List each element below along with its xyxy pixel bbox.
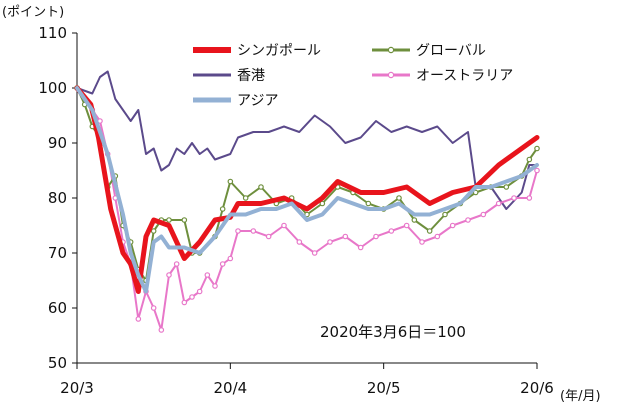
series-point xyxy=(342,233,349,240)
legend-label: オーストラリア xyxy=(416,68,513,84)
series-point xyxy=(219,206,226,212)
series-point xyxy=(250,228,257,234)
legend-label: 香港 xyxy=(237,68,265,84)
series-point xyxy=(181,217,188,223)
series-line-アジア xyxy=(75,86,539,294)
series-point xyxy=(181,299,188,306)
series-point xyxy=(480,211,487,218)
series-point xyxy=(526,156,533,163)
series-point xyxy=(357,244,364,251)
series-point xyxy=(150,305,157,311)
series-point xyxy=(189,294,195,300)
series-point xyxy=(135,316,142,322)
x-tick-label: 20/3 xyxy=(60,379,94,397)
series-point xyxy=(158,327,165,333)
series-point xyxy=(434,233,441,240)
series-point xyxy=(173,261,180,267)
x-tick-label: 20/6 xyxy=(520,379,554,397)
y-tick-label: 100 xyxy=(38,79,67,97)
series-line-香港 xyxy=(76,70,538,210)
series-point xyxy=(388,228,395,234)
series-point xyxy=(442,211,448,218)
y-tick-label: 60 xyxy=(48,299,67,317)
legend-marker xyxy=(387,46,395,54)
series-point xyxy=(449,222,456,229)
series-point xyxy=(166,217,172,223)
y-tick-label: 70 xyxy=(48,244,67,262)
y-tick-label: 110 xyxy=(38,24,67,42)
x-unit-label: (年/月) xyxy=(560,389,601,404)
y-tick-label: 50 xyxy=(48,354,67,372)
series-point xyxy=(426,228,433,234)
series-point xyxy=(465,217,471,223)
legend-label: シンガポール xyxy=(237,43,321,59)
x-axis: 20/3 20/4 20/5 20/6 xyxy=(60,362,554,397)
series-point xyxy=(411,217,418,223)
series-point xyxy=(534,145,540,152)
series-point xyxy=(212,283,218,289)
series-point xyxy=(534,167,540,174)
series-point xyxy=(150,228,157,234)
series-point xyxy=(495,200,502,207)
series-point xyxy=(311,250,318,256)
y-tick-label: 90 xyxy=(48,134,67,152)
series-point xyxy=(204,272,211,278)
y-tick-label: 80 xyxy=(48,189,67,207)
series-point xyxy=(419,239,425,245)
legend-label: グローバル xyxy=(416,43,486,59)
plot-lines xyxy=(74,70,540,333)
y-axis: 50 60 70 80 90 100 110 xyxy=(38,24,78,372)
y-unit-label: (ポイント) xyxy=(2,5,64,20)
series-point xyxy=(304,211,310,218)
series-point xyxy=(472,189,479,196)
series-point xyxy=(281,222,287,229)
x-tick-label: 20/4 xyxy=(213,379,247,397)
series-point xyxy=(227,178,234,185)
series-point xyxy=(296,239,303,245)
series-point xyxy=(258,184,264,190)
series-point xyxy=(219,261,226,267)
series-point xyxy=(403,222,410,229)
series-point xyxy=(503,184,510,190)
series-point xyxy=(319,200,326,207)
series-point xyxy=(235,228,241,234)
series-point xyxy=(265,233,272,240)
series-point xyxy=(327,239,333,245)
series-point xyxy=(511,195,517,201)
series-point xyxy=(396,195,402,201)
base-date-annotation: 2020年3月6日＝100 xyxy=(320,323,466,341)
series-point xyxy=(526,195,533,201)
legend-marker xyxy=(387,71,395,79)
legend-label: アジア xyxy=(237,93,278,109)
series-point xyxy=(373,233,379,240)
series-point xyxy=(227,255,234,262)
series-point xyxy=(166,272,172,278)
x-tick-label: 20/5 xyxy=(367,379,401,397)
series-point xyxy=(242,195,249,201)
series-point xyxy=(365,200,372,207)
series-line-シンガポール xyxy=(74,85,540,294)
series-point xyxy=(196,288,203,295)
